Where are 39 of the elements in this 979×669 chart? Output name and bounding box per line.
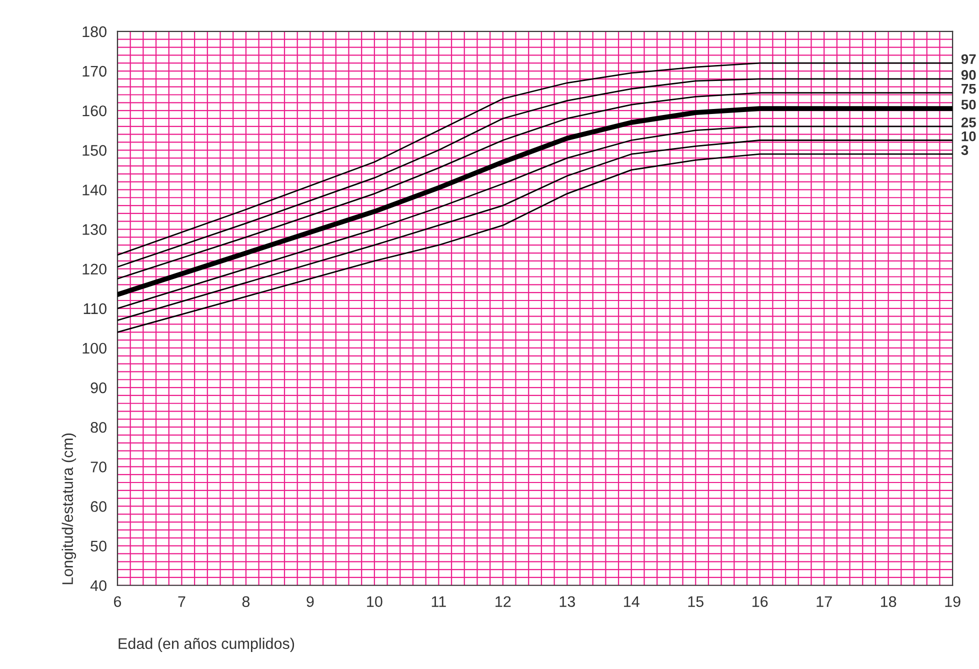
x-tick-label: 6 [114, 596, 122, 608]
series-label: 97 [961, 54, 976, 64]
x-tick-label: 13 [560, 596, 575, 608]
y-tick-label: 80 [90, 422, 106, 433]
y-tick-label: 130 [82, 224, 106, 235]
x-tick-label: 11 [432, 596, 446, 607]
x-tick-label: 8 [242, 596, 250, 608]
line-series [117, 106, 953, 297]
series-label: 50 [961, 100, 976, 110]
y-tick-label: 40 [90, 580, 106, 592]
y-tick-label: 170 [82, 66, 106, 77]
y-tick-label: 60 [90, 501, 106, 512]
y-tick-label: 180 [82, 26, 106, 38]
y-tick-label: 70 [90, 462, 106, 472]
x-tick-label: 18 [881, 596, 896, 608]
series-label: 90 [961, 70, 976, 80]
x-tick-label: 17 [816, 596, 832, 607]
y-tick-label: 100 [82, 342, 106, 354]
x-tick-label: 15 [688, 596, 704, 608]
series-label: 3 [961, 145, 968, 156]
y-tick-label: 110 [84, 303, 106, 314]
y-tick-label: 50 [90, 540, 106, 552]
y-tick-label: 140 [82, 184, 106, 196]
x-tick-label: 12 [496, 596, 511, 607]
x-tick-label: 16 [752, 596, 768, 608]
y-tick-label: 160 [82, 105, 106, 116]
x-tick-label: 10 [367, 596, 382, 608]
x-tick-label: 9 [306, 596, 314, 608]
y-tick-label: 90 [90, 382, 106, 394]
y-axis-title: Longitud/estatura (cm) [62, 433, 76, 584]
y-tick-label: 150 [82, 145, 106, 156]
x-tick-label: 14 [624, 596, 640, 607]
y-tick-label: 120 [82, 264, 106, 275]
x-axis-title: Edad (en años cumplidos) [118, 638, 294, 652]
x-tick-label: 7 [178, 596, 186, 607]
series-label: 75 [961, 84, 976, 94]
series-label: 10 [962, 131, 976, 142]
series-label: 25 [961, 118, 976, 128]
x-tick-label: 19 [945, 596, 960, 608]
